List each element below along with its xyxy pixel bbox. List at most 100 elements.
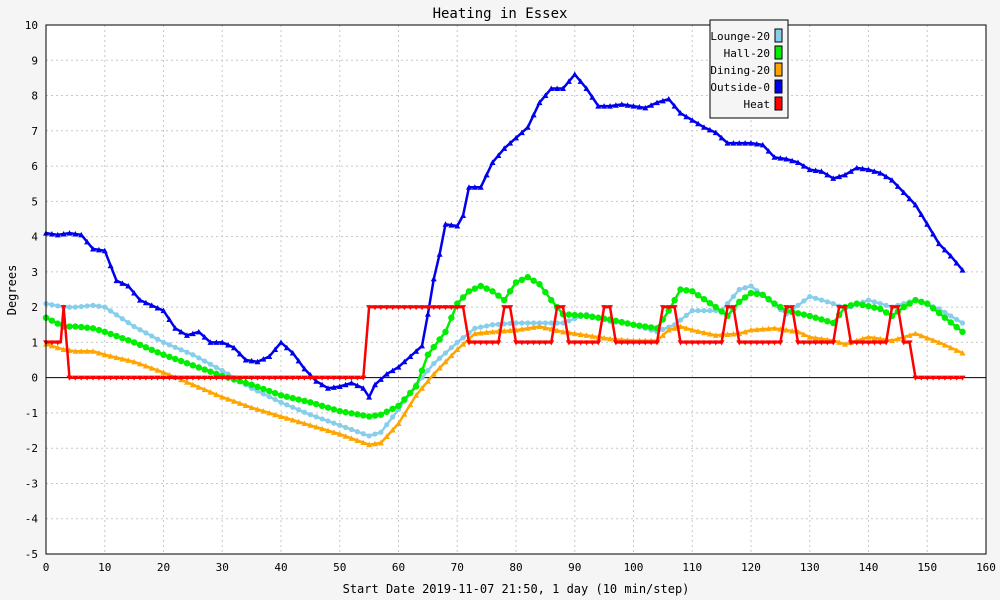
data-point (413, 392, 420, 398)
data-point (560, 305, 566, 311)
data-point (536, 323, 543, 330)
data-point (466, 184, 472, 190)
y-tick-label: -5 (25, 548, 38, 561)
data-point (219, 368, 225, 374)
x-tick-label: 140 (859, 561, 879, 574)
data-point (542, 320, 548, 326)
data-point (677, 340, 684, 346)
data-point (789, 305, 796, 311)
data-point (736, 298, 743, 306)
data-point (560, 328, 566, 335)
data-point (930, 337, 937, 343)
data-point (372, 440, 378, 447)
data-point (501, 327, 508, 334)
data-point (513, 320, 519, 326)
data-point (166, 353, 173, 361)
data-point (207, 368, 214, 375)
data-point (407, 389, 414, 397)
data-point (865, 166, 872, 173)
data-point (466, 340, 472, 346)
data-point (595, 340, 602, 346)
data-point (877, 301, 883, 307)
data-point (360, 385, 367, 391)
data-point (272, 375, 279, 381)
data-point (460, 305, 467, 311)
data-point (877, 305, 884, 313)
data-point (495, 321, 501, 327)
data-point (424, 305, 431, 311)
data-point (307, 375, 314, 381)
data-point (607, 103, 613, 109)
data-point (60, 346, 67, 352)
data-point (225, 375, 232, 381)
data-point (419, 305, 425, 311)
data-point (695, 308, 701, 314)
data-point (225, 342, 232, 348)
data-point (384, 422, 390, 428)
data-point (266, 409, 273, 416)
data-point (812, 340, 819, 346)
data-point (483, 340, 490, 346)
data-point (366, 433, 372, 439)
data-point (154, 305, 161, 311)
data-point (882, 309, 890, 316)
data-point (290, 404, 296, 410)
data-point (442, 350, 449, 356)
data-point (454, 346, 461, 352)
data-point (272, 346, 279, 352)
data-point (484, 323, 490, 329)
data-point (401, 396, 408, 403)
data-point (54, 231, 61, 238)
data-point (289, 375, 296, 381)
data-point (148, 302, 155, 308)
data-point (706, 299, 714, 307)
data-point (730, 293, 736, 300)
data-point (577, 312, 584, 319)
data-point (236, 375, 243, 381)
data-point (101, 247, 108, 254)
data-point (842, 171, 848, 178)
data-point (160, 351, 167, 358)
data-point (618, 318, 625, 326)
data-point (401, 411, 408, 417)
data-point (478, 324, 484, 330)
data-point (683, 287, 690, 294)
data-point (877, 335, 884, 342)
data-point (336, 375, 343, 381)
data-point (624, 102, 631, 108)
data-point (260, 375, 267, 381)
data-point (78, 231, 85, 238)
legend-label-lounge-20: Lounge-20 (710, 30, 770, 43)
data-point (648, 102, 655, 108)
data-point (301, 420, 308, 427)
data-point (853, 164, 860, 171)
data-point (818, 297, 825, 303)
data-point (565, 78, 572, 84)
series-lounge-20 (43, 283, 966, 439)
data-point (154, 367, 161, 373)
data-point (424, 311, 431, 317)
y-tick-label: 2 (31, 301, 38, 314)
data-point (307, 399, 314, 406)
data-point (477, 184, 484, 190)
data-point (536, 320, 543, 326)
data-point (807, 293, 813, 300)
data-point (495, 152, 502, 158)
data-point (947, 319, 954, 326)
data-point (824, 171, 831, 178)
data-point (195, 328, 202, 335)
data-point (612, 317, 620, 324)
data-point (947, 344, 954, 351)
data-point (371, 412, 379, 419)
data-point (701, 329, 707, 336)
data-point (325, 375, 331, 381)
data-point (342, 409, 349, 416)
data-point (119, 334, 126, 342)
data-point (865, 340, 872, 346)
data-point (683, 340, 690, 346)
data-point (689, 117, 696, 123)
data-point (624, 320, 631, 327)
data-point (853, 340, 860, 346)
data-point (659, 332, 666, 338)
data-point (283, 393, 291, 400)
